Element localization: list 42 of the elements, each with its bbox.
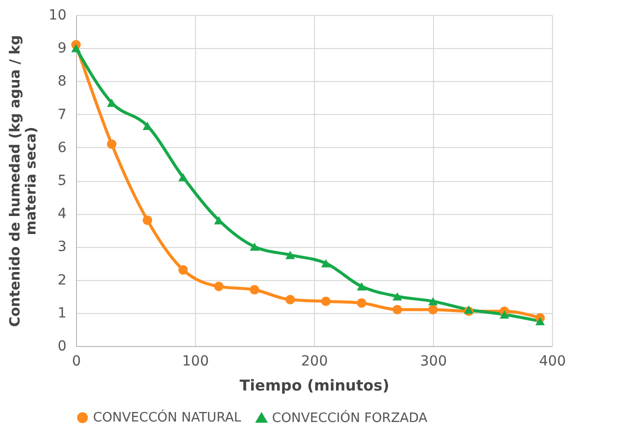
point	[428, 297, 438, 306]
x-tick-label: 0	[72, 354, 81, 370]
y-tick-label: 1	[58, 305, 66, 322]
point	[535, 317, 545, 326]
y-tick-label: 9	[58, 40, 66, 57]
legend-label: CONVECCÓN NATURAL	[93, 408, 242, 426]
y-tick-label: 10	[48, 8, 66, 24]
point	[142, 122, 152, 130]
point	[106, 98, 116, 107]
point	[178, 265, 188, 275]
point	[142, 215, 152, 225]
y-axis-title: Contenido de humedad (kg agua / kg materia seca)	[8, 35, 40, 327]
point	[178, 173, 188, 182]
point	[392, 292, 402, 300]
point	[250, 242, 260, 251]
y-tick-label: 6	[58, 140, 67, 156]
x-tick-label: 200	[301, 354, 328, 370]
point	[500, 310, 510, 319]
y-tick-label: 7	[58, 106, 66, 123]
point	[285, 250, 295, 260]
x-tick-label: 400	[539, 354, 566, 370]
point	[321, 259, 331, 268]
point	[356, 298, 366, 308]
y-tick-label: 4	[58, 206, 67, 222]
point	[71, 44, 81, 52]
point	[356, 282, 366, 291]
y-tick-label: 2	[58, 272, 66, 288]
x-tick-label: 300	[420, 354, 447, 370]
legend-label: CONVECCIÓN FORZADA	[272, 408, 428, 426]
point	[428, 304, 438, 314]
y-tick-label: 5	[58, 173, 66, 189]
point	[250, 284, 260, 294]
y-tick-label: 3	[58, 239, 66, 256]
point	[106, 139, 116, 149]
y-tick-label: 0	[58, 338, 66, 354]
y-tick-label: 8	[58, 74, 66, 90]
x-axis-title: Tiempo (minutos)	[240, 376, 390, 394]
point	[321, 296, 331, 306]
point	[285, 294, 295, 304]
point	[214, 282, 224, 292]
x-tick-label: 100	[182, 354, 209, 370]
point	[392, 304, 402, 314]
